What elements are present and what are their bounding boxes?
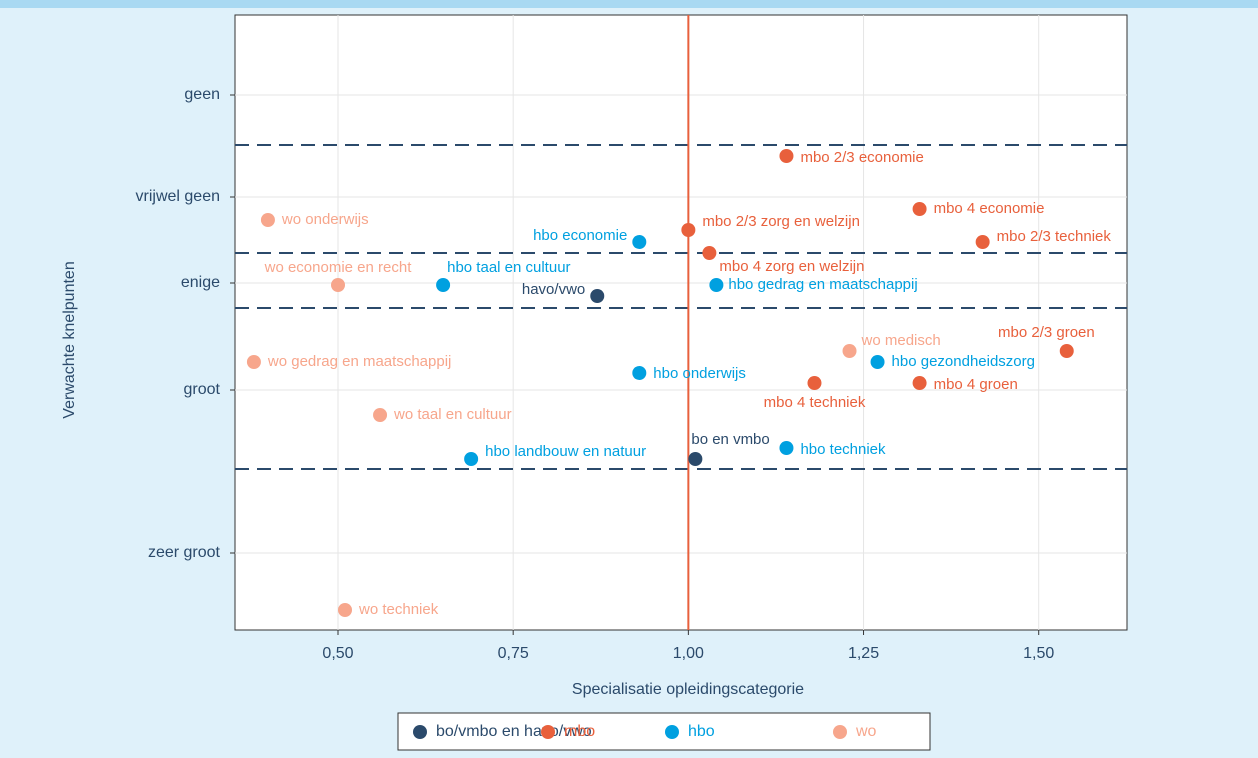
plot-area — [234, 14, 1128, 631]
point-label: hbo onderwijs — [653, 365, 746, 382]
point-label: wo medisch — [861, 332, 941, 349]
y-tick-label: zeer groot — [148, 544, 221, 561]
legend-label: hbo — [688, 723, 715, 740]
data-point — [779, 149, 794, 163]
data-point — [912, 376, 927, 390]
data-point — [681, 223, 696, 237]
point-label: wo economie en recht — [264, 259, 413, 276]
y-axis-label: Verwachte knelpunten — [61, 261, 78, 418]
data-point — [590, 289, 605, 303]
point-label: wo gedrag en maatschappij — [267, 353, 451, 370]
point-label: mbo 2/3 zorg en welzijn — [702, 213, 860, 230]
point-label: wo taal en cultuur — [393, 406, 512, 423]
data-point — [246, 355, 261, 369]
point-label: hbo economie — [533, 227, 627, 244]
point-label: hbo taal en cultuur — [447, 259, 570, 276]
y-tick-label: vrijwel geen — [136, 188, 220, 205]
point-label: mbo 2/3 economie — [800, 149, 923, 166]
data-point — [632, 235, 647, 249]
data-point — [870, 355, 885, 369]
point-label: havo/vwo — [522, 281, 585, 298]
data-point — [338, 603, 353, 617]
legend-label: mbo — [564, 723, 595, 740]
data-point — [779, 441, 794, 455]
data-point — [709, 278, 724, 292]
data-point — [842, 344, 857, 358]
data-point — [464, 452, 479, 466]
data-point — [632, 366, 647, 380]
x-axis-label: Specialisatie opleidingscategorie — [572, 681, 804, 698]
x-tick-label: 0,75 — [498, 645, 529, 662]
data-point — [436, 278, 451, 292]
point-label: wo techniek — [358, 601, 439, 618]
data-point — [702, 246, 717, 260]
legend-marker — [541, 725, 555, 739]
point-label: mbo 4 economie — [934, 200, 1045, 217]
legend-marker — [413, 725, 427, 739]
data-point — [1059, 344, 1074, 358]
point-label: hbo gezondheidszorg — [892, 353, 1035, 370]
x-tick-label: 0,50 — [322, 645, 353, 662]
y-tick-label: groot — [184, 381, 221, 398]
point-label: bo en vmbo — [691, 431, 769, 448]
y-tick-label: enige — [181, 274, 220, 291]
point-label: mbo 4 zorg en welzijn — [719, 258, 864, 275]
legend-label: wo — [855, 723, 877, 740]
point-label: mbo 4 techniek — [764, 394, 866, 411]
point-label: hbo gedrag en maatschappij — [728, 276, 917, 293]
y-tick-label: geen — [184, 86, 220, 103]
point-label: hbo landbouw en natuur — [485, 443, 646, 460]
point-label: mbo 4 groen — [934, 376, 1018, 393]
data-point — [807, 376, 822, 390]
data-point — [975, 235, 990, 249]
x-tick-label: 1,50 — [1023, 645, 1054, 662]
x-tick-label: 1,25 — [848, 645, 879, 662]
data-point — [912, 202, 927, 216]
legend-marker — [665, 725, 679, 739]
point-label: hbo techniek — [800, 441, 886, 458]
point-label: mbo 2/3 groen — [998, 324, 1095, 341]
x-tick-label: 1,00 — [673, 645, 704, 662]
top-stripe — [0, 0, 1258, 8]
data-point — [688, 452, 703, 466]
data-point — [373, 408, 388, 422]
data-point — [260, 213, 275, 227]
data-point — [331, 278, 346, 292]
point-label: mbo 2/3 techniek — [997, 228, 1112, 245]
point-label: wo onderwijs — [281, 211, 369, 228]
legend-marker — [833, 725, 847, 739]
